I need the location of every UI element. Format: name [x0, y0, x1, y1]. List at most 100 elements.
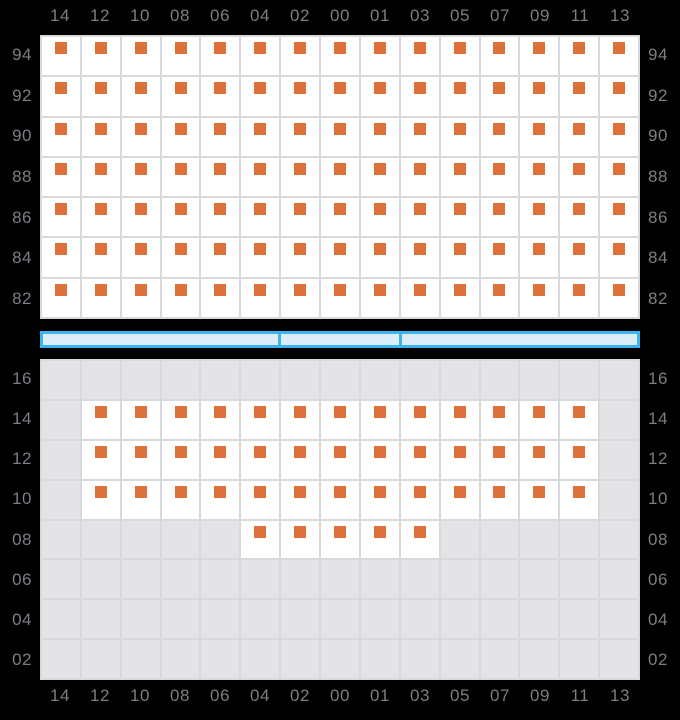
slot-88-05[interactable] [440, 157, 479, 197]
slot-04-09[interactable] [520, 600, 559, 639]
slot-82-01[interactable] [360, 278, 399, 317]
slot-84-14[interactable] [42, 238, 80, 277]
slot-92-05[interactable] [440, 77, 479, 116]
slot-04-02[interactable] [281, 600, 320, 639]
slot-94-11[interactable] [560, 37, 599, 76]
slot-14-14[interactable] [42, 400, 80, 439]
slot-12-09[interactable] [520, 440, 559, 479]
slot-90-06[interactable] [201, 117, 240, 156]
slot-10-01[interactable] [360, 480, 399, 519]
slot-06-05[interactable] [440, 560, 479, 599]
slot-90-13[interactable] [600, 117, 638, 156]
slot-86-11[interactable] [560, 198, 599, 237]
slot-04-03[interactable] [400, 600, 439, 639]
slot-94-04[interactable] [241, 37, 280, 76]
slot-02-01[interactable] [360, 640, 399, 678]
slot-14-04[interactable] [241, 400, 280, 439]
slot-14-05[interactable] [440, 400, 479, 439]
slot-04-00[interactable] [321, 600, 359, 639]
slot-06-03[interactable] [400, 560, 439, 599]
slot-14-01[interactable] [360, 400, 399, 439]
slot-86-12[interactable] [81, 198, 120, 237]
slot-12-08[interactable] [161, 440, 200, 479]
slot-02-00[interactable] [321, 640, 359, 678]
slot-88-13[interactable] [600, 157, 638, 197]
slot-02-03[interactable] [400, 640, 439, 678]
slot-82-10[interactable] [121, 278, 160, 317]
slot-08-12[interactable] [81, 520, 120, 559]
slot-82-02[interactable] [281, 278, 320, 317]
slot-02-02[interactable] [281, 640, 320, 678]
slot-86-04[interactable] [241, 198, 280, 237]
slot-02-13[interactable] [600, 640, 638, 678]
slot-16-14[interactable] [42, 361, 80, 399]
slot-14-07[interactable] [480, 400, 519, 439]
slot-12-07[interactable] [480, 440, 519, 479]
slot-04-05[interactable] [440, 600, 479, 639]
slot-90-10[interactable] [121, 117, 160, 156]
slot-16-00[interactable] [321, 361, 359, 399]
slot-02-12[interactable] [81, 640, 120, 678]
slot-86-07[interactable] [480, 198, 519, 237]
slot-90-12[interactable] [81, 117, 120, 156]
slot-08-10[interactable] [121, 520, 160, 559]
slot-10-12[interactable] [81, 480, 120, 519]
slot-86-00[interactable] [321, 198, 359, 237]
slot-84-01[interactable] [360, 238, 399, 277]
slot-16-09[interactable] [520, 361, 559, 399]
slot-88-03[interactable] [400, 157, 439, 197]
slot-88-10[interactable] [121, 157, 160, 197]
slot-06-12[interactable] [81, 560, 120, 599]
slot-10-10[interactable] [121, 480, 160, 519]
slot-84-06[interactable] [201, 238, 240, 277]
slot-12-12[interactable] [81, 440, 120, 479]
slot-88-01[interactable] [360, 157, 399, 197]
slot-88-11[interactable] [560, 157, 599, 197]
slot-04-01[interactable] [360, 600, 399, 639]
slot-16-02[interactable] [281, 361, 320, 399]
slot-88-09[interactable] [520, 157, 559, 197]
slot-84-10[interactable] [121, 238, 160, 277]
slot-12-02[interactable] [281, 440, 320, 479]
slot-08-09[interactable] [520, 520, 559, 559]
slot-02-07[interactable] [480, 640, 519, 678]
slot-90-14[interactable] [42, 117, 80, 156]
slot-08-14[interactable] [42, 520, 80, 559]
slot-86-08[interactable] [161, 198, 200, 237]
slot-92-11[interactable] [560, 77, 599, 116]
slot-92-10[interactable] [121, 77, 160, 116]
slot-08-00[interactable] [321, 520, 359, 559]
slot-84-05[interactable] [440, 238, 479, 277]
slot-10-06[interactable] [201, 480, 240, 519]
slot-92-14[interactable] [42, 77, 80, 116]
slot-92-01[interactable] [360, 77, 399, 116]
slot-86-05[interactable] [440, 198, 479, 237]
slot-06-11[interactable] [560, 560, 599, 599]
slot-94-14[interactable] [42, 37, 80, 76]
slot-94-00[interactable] [321, 37, 359, 76]
slot-88-06[interactable] [201, 157, 240, 197]
slot-82-11[interactable] [560, 278, 599, 317]
slot-04-04[interactable] [241, 600, 280, 639]
slot-94-05[interactable] [440, 37, 479, 76]
slot-08-11[interactable] [560, 520, 599, 559]
slot-94-09[interactable] [520, 37, 559, 76]
slot-16-05[interactable] [440, 361, 479, 399]
slot-16-13[interactable] [600, 361, 638, 399]
slot-84-09[interactable] [520, 238, 559, 277]
slot-04-12[interactable] [81, 600, 120, 639]
slot-06-13[interactable] [600, 560, 638, 599]
slot-82-00[interactable] [321, 278, 359, 317]
slot-12-01[interactable] [360, 440, 399, 479]
slot-06-14[interactable] [42, 560, 80, 599]
slot-14-11[interactable] [560, 400, 599, 439]
slot-12-11[interactable] [560, 440, 599, 479]
slot-12-06[interactable] [201, 440, 240, 479]
slot-02-09[interactable] [520, 640, 559, 678]
slot-12-00[interactable] [321, 440, 359, 479]
slot-90-07[interactable] [480, 117, 519, 156]
slot-02-11[interactable] [560, 640, 599, 678]
slot-14-10[interactable] [121, 400, 160, 439]
slot-94-01[interactable] [360, 37, 399, 76]
slot-92-06[interactable] [201, 77, 240, 116]
